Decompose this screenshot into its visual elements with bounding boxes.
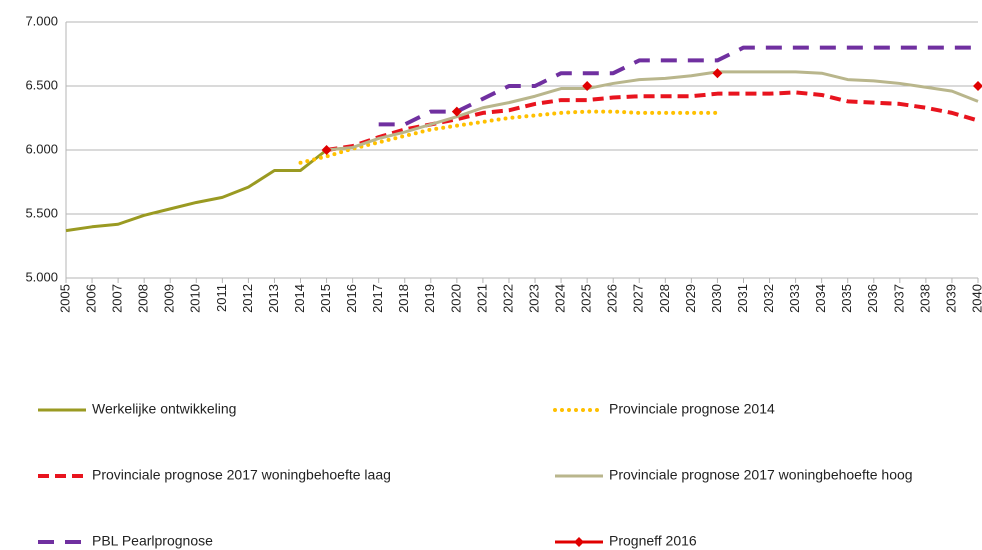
y-tick-label: 7.000 xyxy=(25,13,58,28)
marker xyxy=(973,81,982,91)
x-tick-label: 2028 xyxy=(657,284,672,313)
x-tick-label: 2023 xyxy=(526,284,541,313)
legend-item: Provinciale prognose 2014 xyxy=(553,401,775,417)
legend-marker xyxy=(574,537,584,547)
legend-item: Provinciale prognose 2017 woningbehoefte… xyxy=(38,467,391,483)
marker xyxy=(582,81,593,91)
x-tick-label: 2032 xyxy=(761,284,776,313)
x-tick-label: 2026 xyxy=(605,284,620,313)
x-tick-label: 2009 xyxy=(162,284,177,313)
x-tick-label: 2018 xyxy=(396,284,411,313)
x-tick-label: 2025 xyxy=(579,284,594,313)
x-tick-label: 2022 xyxy=(500,284,515,313)
legend-item: PBL Pearlprognose xyxy=(38,533,213,549)
series-line xyxy=(65,145,353,233)
x-tick-label: 2019 xyxy=(422,284,437,313)
x-tick-label: 2021 xyxy=(474,284,489,313)
x-tick-label: 2036 xyxy=(865,284,880,313)
legend-label: PBL Pearlprognose xyxy=(92,533,213,549)
x-tick-label: 2037 xyxy=(891,284,906,313)
x-tick-label: 2014 xyxy=(292,284,307,313)
x-tick-label: 2011 xyxy=(214,284,229,312)
legend-label: Werkelijke ontwikkeling xyxy=(92,401,236,417)
x-tick-label: 2031 xyxy=(735,284,750,313)
legend-label: Provinciale prognose 2014 xyxy=(609,401,775,417)
legend-item: Progneff 2016 xyxy=(555,533,697,549)
x-tick-label: 2034 xyxy=(813,284,828,313)
x-tick-label: 2008 xyxy=(136,284,151,313)
legend-label: Provinciale prognose 2017 woningbehoefte… xyxy=(92,467,391,483)
x-tick-label: 2039 xyxy=(943,284,958,313)
y-tick-label: 6.000 xyxy=(25,141,58,156)
x-tick-label: 2016 xyxy=(344,284,359,313)
x-tick-label: 2013 xyxy=(266,284,281,313)
y-tick-label: 5.500 xyxy=(25,205,58,220)
legend-label: Provinciale prognose 2017 woningbehoefte… xyxy=(609,467,913,483)
x-tick-label: 2010 xyxy=(188,284,203,313)
x-tick-label: 2017 xyxy=(370,284,385,313)
x-tick-label: 2035 xyxy=(839,284,854,313)
series-line xyxy=(326,70,979,152)
x-tick-label: 2033 xyxy=(787,284,802,313)
x-tick-label: 2029 xyxy=(683,284,698,313)
x-tick-label: 2015 xyxy=(318,284,333,313)
x-tick-label: 2024 xyxy=(553,284,568,313)
x-tick-label: 2012 xyxy=(240,284,255,313)
y-tick-label: 5.000 xyxy=(25,269,58,284)
series-line xyxy=(326,90,979,152)
x-tick-label: 2007 xyxy=(110,284,125,313)
series-line xyxy=(378,45,978,127)
legend-item: Werkelijke ontwikkeling xyxy=(38,401,236,417)
x-tick-label: 2020 xyxy=(448,284,463,313)
x-tick-label: 2006 xyxy=(83,284,98,313)
x-tick-label: 2005 xyxy=(57,284,72,313)
marker xyxy=(451,106,462,117)
marker xyxy=(321,145,332,155)
x-tick-label: 2027 xyxy=(631,284,646,313)
x-tick-label: 2040 xyxy=(969,284,982,313)
legend-label: Progneff 2016 xyxy=(609,533,697,549)
x-tick-label: 2038 xyxy=(917,284,932,313)
series-line xyxy=(298,109,720,165)
legend-item: Provinciale prognose 2017 woningbehoefte… xyxy=(555,467,913,483)
marker xyxy=(712,68,723,79)
x-tick-label: 2030 xyxy=(709,284,724,313)
y-tick-label: 6.500 xyxy=(25,77,58,92)
